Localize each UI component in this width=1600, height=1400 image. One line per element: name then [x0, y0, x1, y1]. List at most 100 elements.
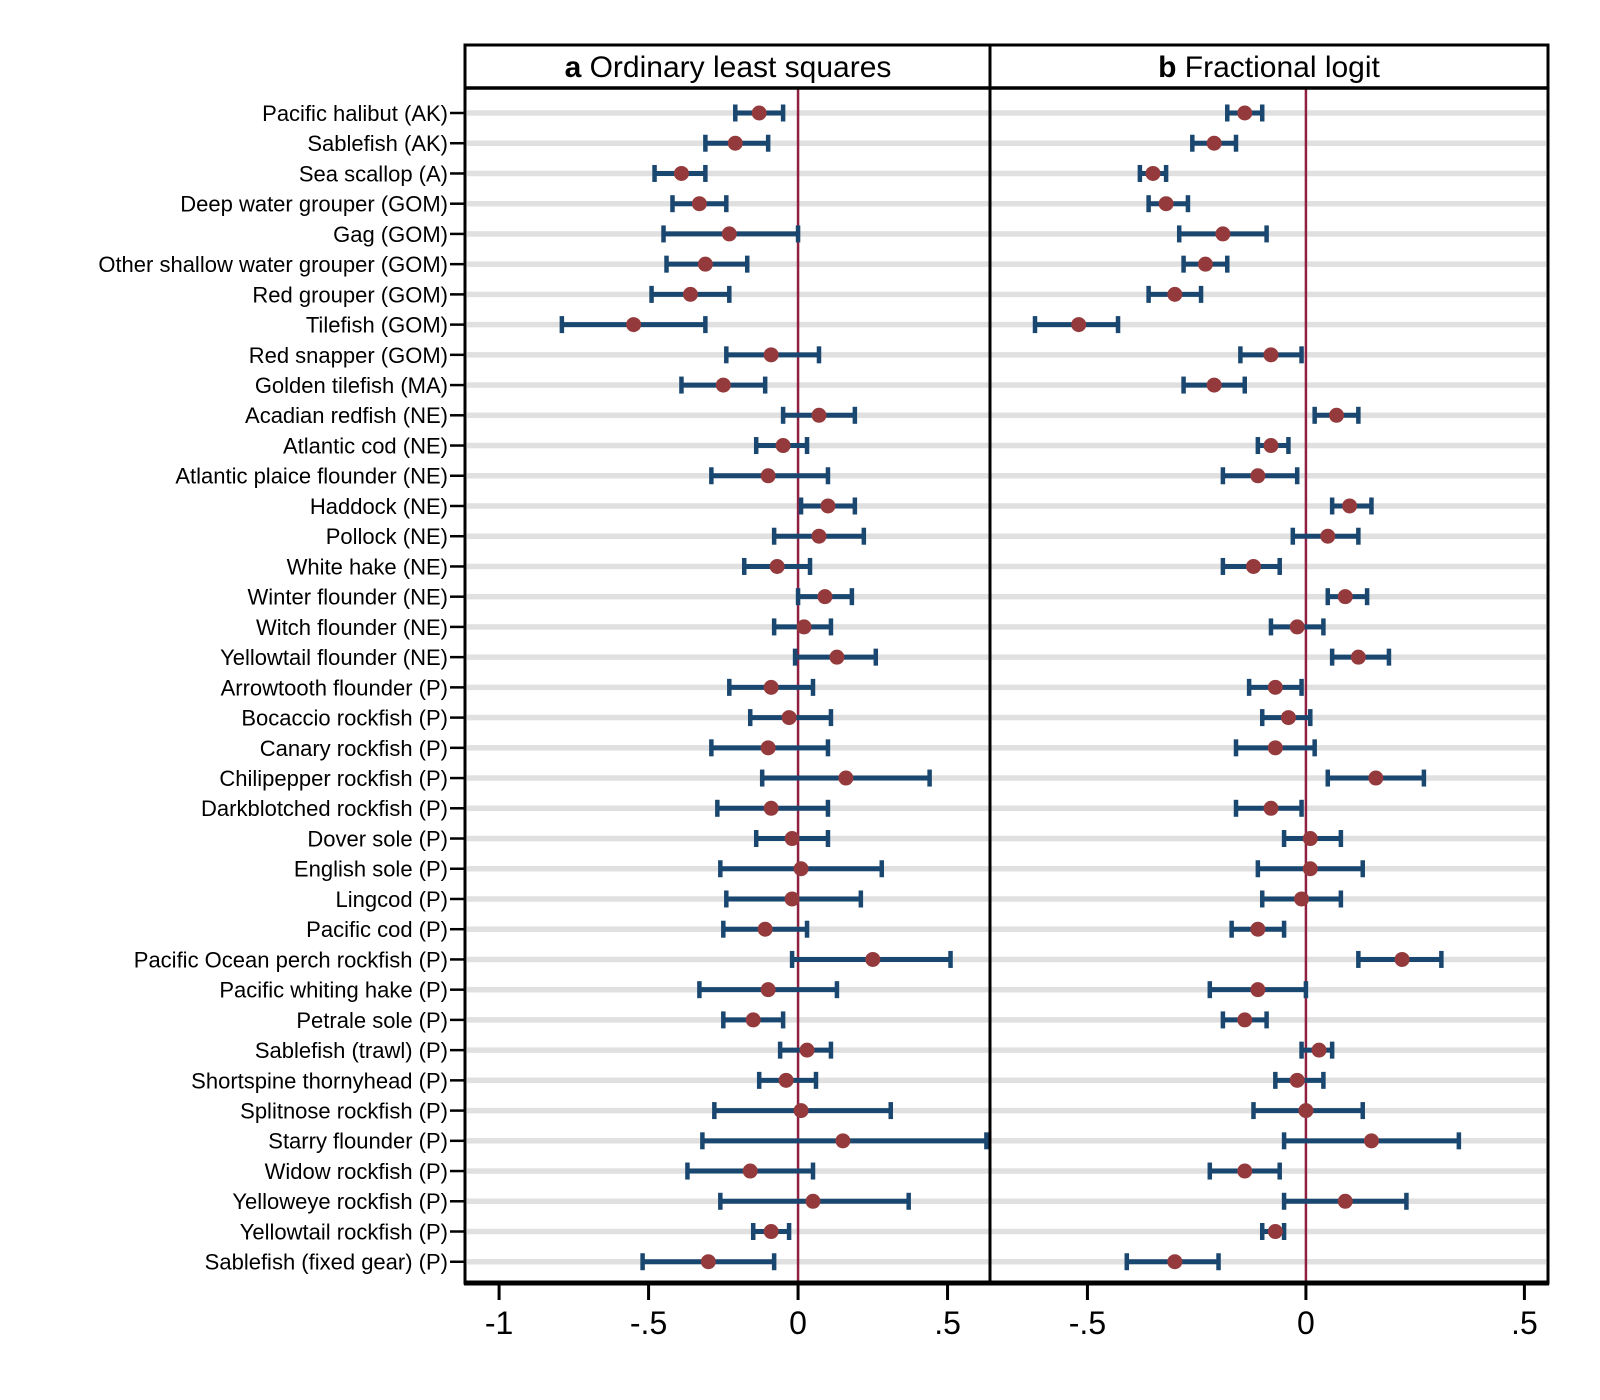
point-estimate-marker — [1368, 770, 1384, 786]
ci-cap-high — [1456, 1132, 1462, 1150]
ci-cap-high — [1299, 799, 1304, 817]
ci-cap-low — [1255, 437, 1261, 455]
category-label: Tilefish (GOM) — [306, 313, 448, 338]
ci-cap-low — [1220, 467, 1226, 485]
category-label: Yelloweye rockfish (P) — [232, 1189, 448, 1214]
row-gridline — [467, 654, 1546, 660]
category-label: English sole (P) — [294, 857, 448, 882]
ci-cap-low — [750, 1223, 756, 1241]
point-estimate-marker — [811, 528, 827, 544]
ci-cap-low — [1176, 225, 1182, 243]
x-tick-label: 0 — [1297, 1305, 1315, 1341]
ci-cap-high — [828, 1041, 834, 1059]
ci-cap-high — [1369, 497, 1374, 515]
row-gridline — [467, 231, 1546, 237]
category-label: Sablefish (trawl) (P) — [255, 1038, 448, 1063]
ci-cap-low — [679, 376, 684, 394]
ci-cap-high — [1439, 950, 1444, 968]
row-gridline — [467, 140, 1546, 146]
point-estimate-marker — [1280, 710, 1296, 726]
ci-cap-high — [1277, 1162, 1282, 1180]
row-gridline — [467, 1168, 1546, 1174]
ci-cap-low — [1238, 346, 1243, 364]
point-estimate-marker — [811, 407, 827, 423]
point-estimate-marker — [781, 710, 797, 726]
point-estimate-marker — [751, 105, 767, 121]
row-gridline — [467, 412, 1546, 419]
row-gridline — [467, 1017, 1546, 1023]
ci-cap-high — [888, 1102, 893, 1120]
ci-cap-low — [1246, 678, 1252, 696]
ci-cap-low — [1146, 195, 1151, 213]
ci-cap-high — [804, 920, 810, 938]
ci-cap-low — [721, 1011, 726, 1029]
ci-cap-high — [1198, 285, 1204, 303]
point-estimate-marker — [1267, 1224, 1283, 1240]
ci-cap-low — [1281, 830, 1287, 848]
row-gridline — [467, 1198, 1546, 1205]
point-estimate-marker — [1167, 286, 1183, 302]
point-estimate-marker — [757, 921, 773, 937]
point-estimate-marker — [793, 861, 809, 877]
row-gridline — [467, 745, 1546, 751]
ci-cap-high — [1277, 557, 1282, 575]
row-gridline — [467, 926, 1546, 932]
ci-cap-high — [906, 1192, 911, 1210]
ci-cap-high — [780, 1011, 786, 1029]
ci-cap-low — [733, 104, 738, 122]
point-estimate-marker — [760, 468, 776, 484]
category-label: Sea scallop (A) — [299, 161, 448, 186]
row-gridline — [467, 1258, 1546, 1265]
point-estimate-marker — [1158, 196, 1174, 212]
ci-cap-high — [1364, 588, 1370, 606]
row-gridline — [467, 261, 1546, 267]
ci-cap-high — [1185, 195, 1191, 213]
ci-cap-high — [780, 104, 786, 122]
ci-cap-high — [825, 739, 831, 757]
row-gridline — [467, 866, 1546, 872]
ci-cap-low — [1290, 527, 1296, 545]
category-label: Bocaccio rockfish (P) — [241, 706, 448, 731]
ci-cap-low — [664, 255, 669, 273]
point-estimate-marker — [769, 558, 785, 574]
point-estimate-marker — [1289, 619, 1305, 635]
point-estimate-marker — [697, 256, 713, 272]
point-estimate-marker — [742, 1163, 758, 1179]
category-label: Splitnose rockfish (P) — [240, 1099, 448, 1124]
category-label: Pacific cod (P) — [306, 917, 448, 942]
ci-cap-low — [712, 1102, 717, 1120]
ci-cap-high — [1312, 739, 1317, 757]
row-gridline — [467, 956, 1546, 963]
point-estimate-marker — [673, 165, 689, 181]
point-estimate-marker — [763, 679, 779, 695]
ci-cap-low — [1229, 920, 1234, 938]
row-gridline — [467, 321, 1546, 328]
category-label: Winter flounder (NE) — [247, 585, 448, 610]
ci-cap-low — [709, 467, 714, 485]
ci-cap-low — [1207, 981, 1213, 999]
point-estimate-marker — [1206, 377, 1222, 393]
ci-cap-low — [1137, 164, 1143, 182]
ci-cap-high — [1242, 376, 1247, 394]
ci-cap-high — [1259, 104, 1265, 122]
ci-cap-low — [1281, 1132, 1287, 1150]
ci-cap-low — [1325, 769, 1331, 787]
point-estimate-marker — [763, 800, 779, 816]
ci-cap-low — [724, 346, 729, 364]
category-label: Red grouper (GOM) — [252, 282, 448, 307]
ci-cap-low — [1273, 1071, 1278, 1089]
point-estimate-marker — [1267, 679, 1283, 695]
ci-cap-low — [1124, 1253, 1130, 1271]
x-tick-label: .5 — [934, 1305, 961, 1341]
ci-cap-low — [1259, 709, 1265, 727]
ci-cap-high — [1360, 860, 1365, 878]
ci-cap-low — [1325, 588, 1331, 606]
plot-frame — [463, 43, 1550, 1285]
ci-cap-high — [1356, 406, 1361, 424]
row-gridline — [467, 382, 1546, 388]
ci-cap-low — [792, 648, 798, 666]
ci-cap-low — [747, 709, 753, 727]
panel-a-header: a Ordinary least squares — [466, 47, 990, 88]
category-label: Pacific halibut (AK) — [262, 101, 448, 126]
category-label: Acadian redfish (NE) — [245, 403, 448, 428]
